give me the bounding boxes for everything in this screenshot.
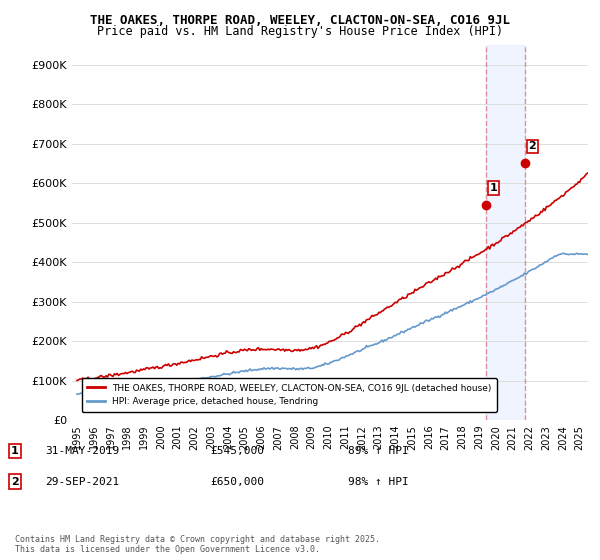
Text: £545,000: £545,000 [210, 446, 264, 456]
Text: Contains HM Land Registry data © Crown copyright and database right 2025.
This d: Contains HM Land Registry data © Crown c… [15, 535, 380, 554]
Text: 98% ↑ HPI: 98% ↑ HPI [348, 477, 409, 487]
Text: 1: 1 [11, 446, 19, 456]
Text: Price paid vs. HM Land Registry's House Price Index (HPI): Price paid vs. HM Land Registry's House … [97, 25, 503, 38]
Text: 2: 2 [11, 477, 19, 487]
Text: 2: 2 [529, 142, 536, 151]
Text: 89% ↑ HPI: 89% ↑ HPI [348, 446, 409, 456]
Text: THE OAKES, THORPE ROAD, WEELEY, CLACTON-ON-SEA, CO16 9JL: THE OAKES, THORPE ROAD, WEELEY, CLACTON-… [90, 14, 510, 27]
Text: 31-MAY-2019: 31-MAY-2019 [45, 446, 119, 456]
Text: 1: 1 [490, 183, 497, 193]
Text: 29-SEP-2021: 29-SEP-2021 [45, 477, 119, 487]
Legend: THE OAKES, THORPE ROAD, WEELEY, CLACTON-ON-SEA, CO16 9JL (detached house), HPI: : THE OAKES, THORPE ROAD, WEELEY, CLACTON-… [82, 378, 497, 412]
Bar [486, 45, 525, 420]
Text: £650,000: £650,000 [210, 477, 264, 487]
